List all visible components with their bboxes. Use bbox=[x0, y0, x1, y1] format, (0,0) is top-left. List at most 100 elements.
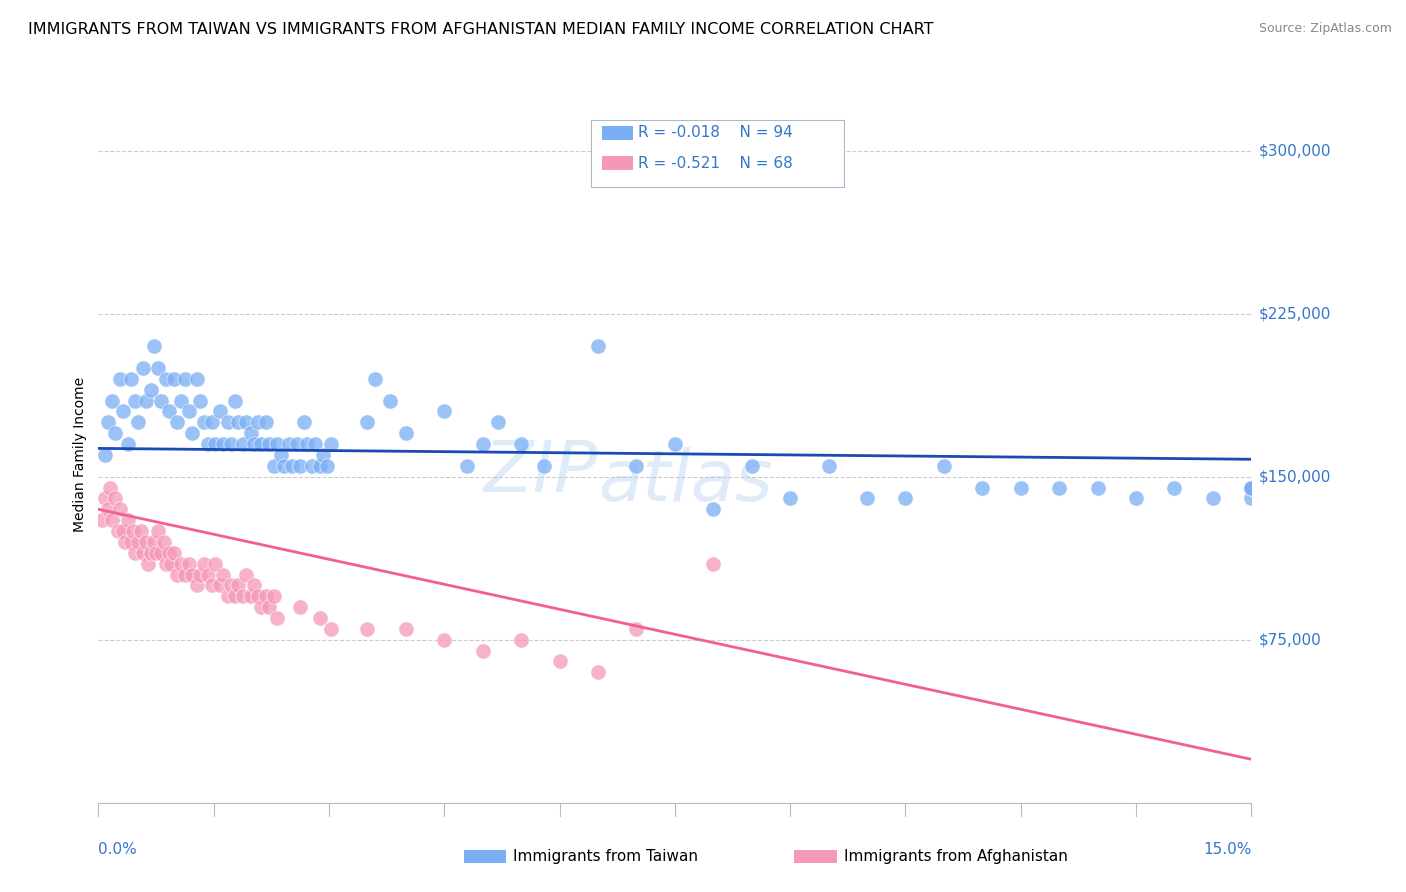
Point bbox=[380, 393, 402, 408]
Text: $150,000: $150,000 bbox=[1258, 469, 1330, 484]
Point bbox=[266, 611, 288, 625]
Point bbox=[226, 415, 249, 429]
Point bbox=[152, 535, 174, 549]
Text: 0.0%: 0.0% bbox=[98, 842, 138, 857]
Point bbox=[239, 426, 262, 441]
Point bbox=[486, 415, 509, 429]
Point bbox=[1202, 491, 1225, 506]
Point bbox=[124, 393, 146, 408]
Point bbox=[150, 546, 173, 560]
Point bbox=[548, 655, 571, 669]
Point bbox=[170, 557, 193, 571]
Point bbox=[117, 513, 139, 527]
Point bbox=[219, 578, 242, 592]
Point bbox=[122, 524, 145, 538]
Point bbox=[173, 567, 195, 582]
Point bbox=[356, 622, 378, 636]
Text: Source: ZipAtlas.com: Source: ZipAtlas.com bbox=[1258, 22, 1392, 36]
Point bbox=[138, 557, 160, 571]
Point bbox=[127, 415, 149, 429]
Point bbox=[263, 589, 285, 603]
Point bbox=[91, 513, 114, 527]
Point bbox=[741, 458, 763, 473]
Text: Immigrants from Taiwan: Immigrants from Taiwan bbox=[513, 849, 699, 863]
Point bbox=[155, 557, 177, 571]
Point bbox=[157, 546, 180, 560]
Point bbox=[247, 415, 270, 429]
Point bbox=[212, 437, 235, 451]
Point bbox=[288, 600, 311, 615]
Point bbox=[142, 535, 165, 549]
Point bbox=[160, 557, 183, 571]
Point bbox=[212, 567, 235, 582]
Point bbox=[201, 415, 224, 429]
Text: IMMIGRANTS FROM TAIWAN VS IMMIGRANTS FROM AFGHANISTAN MEDIAN FAMILY INCOME CORRE: IMMIGRANTS FROM TAIWAN VS IMMIGRANTS FRO… bbox=[28, 22, 934, 37]
Point bbox=[104, 491, 127, 506]
Point bbox=[127, 535, 149, 549]
Point bbox=[1125, 491, 1147, 506]
Point bbox=[433, 632, 456, 647]
Point bbox=[395, 426, 418, 441]
Point bbox=[219, 437, 242, 451]
Point bbox=[208, 404, 231, 418]
Point bbox=[186, 578, 208, 592]
Point bbox=[308, 458, 330, 473]
Point bbox=[132, 546, 155, 560]
Point bbox=[129, 524, 152, 538]
Point bbox=[316, 458, 339, 473]
Text: R = -0.018    N = 94: R = -0.018 N = 94 bbox=[638, 126, 793, 140]
Point bbox=[242, 578, 264, 592]
Point bbox=[1240, 481, 1263, 495]
Point bbox=[356, 415, 378, 429]
Point bbox=[232, 589, 254, 603]
Point bbox=[319, 437, 342, 451]
Point bbox=[193, 557, 215, 571]
Point bbox=[108, 372, 131, 386]
Point bbox=[1240, 481, 1263, 495]
Point bbox=[217, 415, 239, 429]
Point bbox=[301, 458, 323, 473]
Point bbox=[235, 415, 257, 429]
Point bbox=[266, 437, 288, 451]
Point bbox=[93, 491, 115, 506]
Point bbox=[533, 458, 555, 473]
Point bbox=[226, 578, 249, 592]
Point bbox=[932, 458, 955, 473]
Point bbox=[288, 458, 311, 473]
Text: $300,000: $300,000 bbox=[1258, 143, 1331, 158]
Point bbox=[139, 383, 162, 397]
Point bbox=[285, 437, 308, 451]
Point bbox=[120, 372, 142, 386]
Point bbox=[148, 524, 170, 538]
Point bbox=[120, 535, 142, 549]
Text: Immigrants from Afghanistan: Immigrants from Afghanistan bbox=[844, 849, 1067, 863]
Point bbox=[586, 339, 609, 353]
Point bbox=[364, 372, 387, 386]
Point bbox=[702, 502, 724, 516]
Point bbox=[224, 393, 246, 408]
Point bbox=[626, 622, 648, 636]
Point bbox=[257, 437, 280, 451]
Point bbox=[247, 589, 270, 603]
Point bbox=[142, 339, 165, 353]
Point bbox=[197, 437, 219, 451]
Point bbox=[1240, 491, 1263, 506]
Text: 15.0%: 15.0% bbox=[1204, 842, 1251, 857]
Point bbox=[250, 600, 273, 615]
Point bbox=[433, 404, 456, 418]
Text: R = -0.521    N = 68: R = -0.521 N = 68 bbox=[638, 156, 793, 170]
Point bbox=[471, 437, 494, 451]
Point bbox=[586, 665, 609, 680]
Point bbox=[817, 458, 839, 473]
Point bbox=[170, 393, 193, 408]
Point bbox=[297, 437, 319, 451]
Point bbox=[1240, 481, 1263, 495]
Point bbox=[254, 415, 277, 429]
Point bbox=[1163, 481, 1185, 495]
Point bbox=[186, 372, 208, 386]
Point bbox=[101, 393, 124, 408]
Point bbox=[139, 546, 162, 560]
Point bbox=[242, 437, 264, 451]
Point bbox=[626, 458, 648, 473]
Point bbox=[395, 622, 418, 636]
